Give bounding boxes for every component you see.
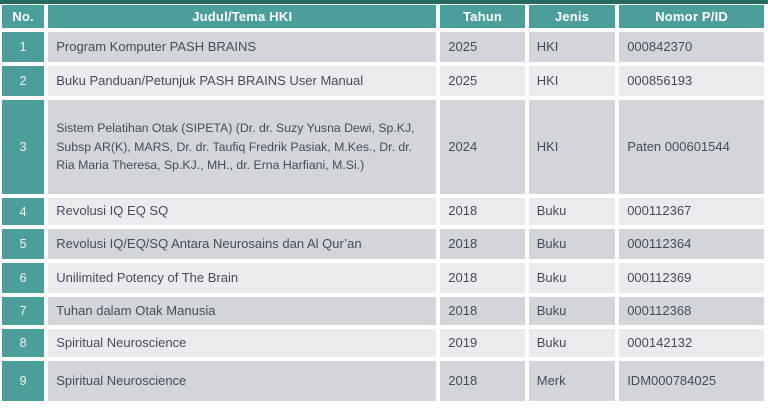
cell-nomor: 000112364 [619, 229, 764, 259]
cell-judul: Buku Panduan/Petunjuk PASH BRAINS User M… [48, 66, 437, 96]
header-cell-tahun: Tahun [440, 5, 525, 28]
cell-no: 6 [2, 263, 45, 293]
cell-no: 9 [2, 361, 45, 401]
cell-tahun: 2018 [440, 361, 525, 401]
cell-judul: Spiritual Neuroscience [48, 329, 437, 357]
table-row: 7 Tuhan dalam Otak Manusia 2018 Buku 0001123… [2, 297, 764, 325]
header-cell-nomor: Nomor P/ID [619, 5, 764, 28]
cell-tahun: 2018 [440, 297, 525, 325]
table-row: 6 Unilimited Potency of The Brain 2018 Buku… [2, 263, 764, 293]
cell-nomor: 000856193 [619, 66, 764, 96]
cell-judul: Tuhan dalam Otak Manusia [48, 297, 437, 325]
table-row: 2 Buku Panduan/Petunjuk PASH BRAINS User … [2, 66, 764, 96]
cell-jenis: Merk [528, 361, 616, 401]
cell-jenis: Buku [528, 297, 616, 325]
cell-judul: Revolusi IQ EQ SQ [48, 198, 437, 225]
cell-tahun: 2018 [440, 198, 525, 225]
cell-no: 4 [2, 198, 45, 225]
cell-jenis: Buku [528, 198, 616, 225]
cell-tahun: 2025 [440, 32, 525, 62]
cell-nomor: 000112367 [619, 198, 764, 225]
table-row: 3 Sistem Pelatihan Otak (SIPETA) (Dr. dr.… [2, 100, 764, 194]
cell-no: 8 [2, 329, 45, 357]
cell-nomor: 000112369 [619, 263, 764, 293]
cell-jenis: HKI [528, 100, 616, 194]
top-accent-strip [0, 0, 768, 4]
cell-nomor: Paten 000601544 [619, 100, 764, 194]
cell-nomor: 000142132 [619, 329, 764, 357]
cell-judul: Unilimited Potency of The Brain [48, 263, 437, 293]
hki-table: No. Judul/Tema HKI Tahun Jenis Nomor P/I… [0, 1, 768, 405]
table-row: 8 Spiritual Neuroscience 2019 Buku 000142132 [2, 329, 764, 357]
cell-tahun: 2018 [440, 263, 525, 293]
cell-tahun: 2018 [440, 229, 525, 259]
cell-tahun: 2024 [440, 100, 525, 194]
cell-no: 2 [2, 66, 45, 96]
header-cell-judul: Judul/Tema HKI [48, 5, 437, 28]
cell-no: 5 [2, 229, 45, 259]
cell-judul: Spiritual Neuroscience [48, 361, 437, 401]
cell-jenis: HKI [528, 66, 616, 96]
table-row: 4 Revolusi IQ EQ SQ 2018 Buku 000112367 [2, 198, 764, 225]
table-row: 9 Spiritual Neuroscience 2018 Merk IDM000784… [2, 361, 764, 401]
cell-jenis: Buku [528, 263, 616, 293]
cell-nomor: 000112368 [619, 297, 764, 325]
header-cell-no: No. [2, 5, 45, 28]
table-header: No. Judul/Tema HKI Tahun Jenis Nomor P/I… [2, 5, 764, 28]
table-body: 1 Program Komputer PASH BRAINS 2025 HKI 0008… [2, 32, 764, 401]
cell-jenis: Buku [528, 229, 616, 259]
cell-no: 7 [2, 297, 45, 325]
cell-judul: Sistem Pelatihan Otak (SIPETA) (Dr. dr. … [48, 100, 437, 194]
cell-jenis: HKI [528, 32, 616, 62]
cell-judul: Revolusi IQ/EQ/SQ Antara Neurosains dan … [48, 229, 437, 259]
header-cell-jenis: Jenis [528, 5, 616, 28]
cell-judul: Program Komputer PASH BRAINS [48, 32, 437, 62]
table-row: 5 Revolusi IQ/EQ/SQ Antara Neurosains dan… [2, 229, 764, 259]
cell-nomor: IDM000784025 [619, 361, 764, 401]
cell-no: 1 [2, 32, 45, 62]
cell-tahun: 2025 [440, 66, 525, 96]
cell-no: 3 [2, 100, 45, 194]
header-row: No. Judul/Tema HKI Tahun Jenis Nomor P/I… [2, 5, 764, 28]
cell-jenis: Buku [528, 329, 616, 357]
cell-tahun: 2019 [440, 329, 525, 357]
cell-nomor: 000842370 [619, 32, 764, 62]
table-row: 1 Program Komputer PASH BRAINS 2025 HKI 0008… [2, 32, 764, 62]
